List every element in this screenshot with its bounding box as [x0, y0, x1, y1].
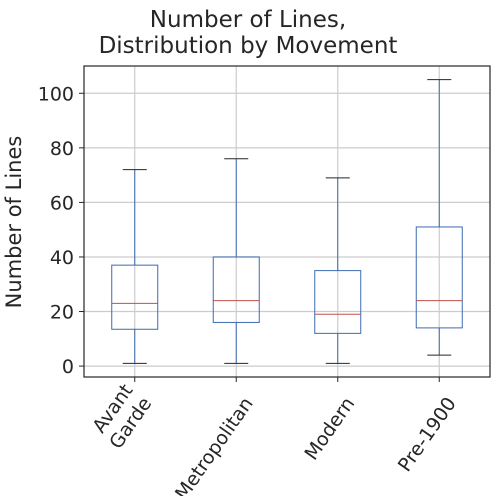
- y-tick-label: 0: [62, 356, 74, 378]
- x-tick-label: Metropolitan: [171, 393, 258, 496]
- iqr-box: [212, 256, 260, 323]
- y-tick-label: 80: [50, 138, 74, 160]
- box-series: [111, 79, 463, 364]
- x-tick-label-line: Modern: [300, 393, 359, 464]
- x-tick-label-text: Metropolitan: [171, 393, 258, 496]
- chart-title-line-1: Number of Lines,: [150, 7, 346, 33]
- x-tick-label-text: Modern: [300, 393, 359, 464]
- y-tick-label: 60: [50, 192, 74, 214]
- y-tick-label: 100: [38, 83, 74, 105]
- iqr-box: [314, 270, 362, 334]
- y-tick-label: 40: [50, 247, 74, 269]
- x-tick-label-line: Pre-1900: [394, 393, 461, 476]
- x-tick-label-text: AvantGarde: [86, 380, 156, 453]
- chart-title-line-2: Distribution by Movement: [99, 33, 398, 59]
- iqr-box: [111, 264, 159, 330]
- x-tick-label-text: Pre-1900: [394, 393, 461, 476]
- grid-lines: [84, 66, 490, 377]
- y-axis-label: Number of Lines: [2, 136, 26, 309]
- plot-area-frame: [83, 65, 491, 378]
- x-tick-label: AvantGarde: [86, 380, 156, 453]
- x-tick-label: Pre-1900: [394, 393, 461, 476]
- x-tick-label: Modern: [300, 393, 359, 464]
- axis-ticks: 0 20 40 60 80 100 AvantGarde Metropolitan Modern…: [38, 83, 461, 496]
- y-tick-label: 20: [50, 302, 74, 324]
- x-tick-label-line: Metropolitan: [171, 393, 258, 496]
- iqr-box: [415, 226, 463, 329]
